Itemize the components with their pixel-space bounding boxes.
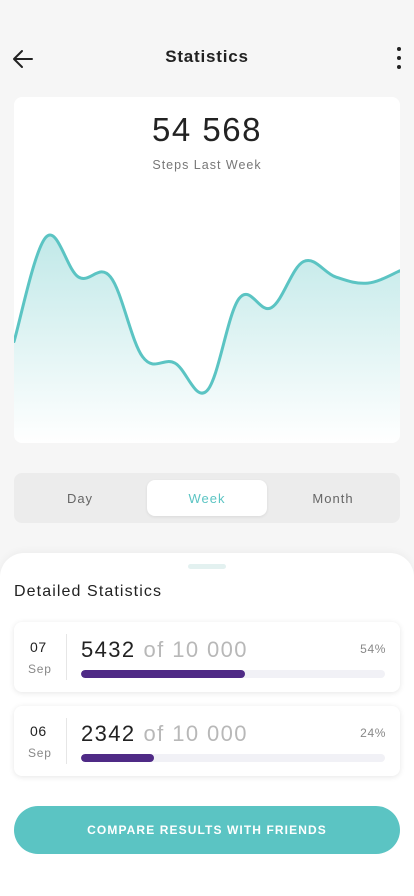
sheet-drag-handle[interactable]	[188, 564, 226, 569]
steps-value: 5432	[81, 637, 136, 662]
back-button[interactable]	[10, 46, 36, 72]
steps-chart-card: 54 568 Steps Last Week	[14, 97, 400, 443]
steps-goal: of 10 000	[143, 637, 248, 662]
progress-percent: 24%	[360, 726, 386, 740]
chart-point-8	[269, 306, 273, 310]
page-title: Statistics	[165, 47, 249, 66]
progress-bar	[81, 670, 385, 678]
progress-percent: 54%	[360, 642, 386, 656]
chart-point-2	[76, 275, 80, 279]
divider	[66, 718, 67, 764]
stat-card[interactable]: 06 Sep 2342 of 10 000 24%	[14, 706, 400, 776]
steps-count: 5432 of 10 000	[81, 637, 248, 663]
chart-point-11	[366, 281, 370, 285]
chart-point-10	[334, 275, 338, 279]
chart-point-9	[302, 260, 306, 264]
date-month: Sep	[28, 662, 52, 676]
steps-goal: of 10 000	[143, 721, 248, 746]
progress-fill	[81, 754, 154, 762]
more-button[interactable]	[392, 45, 406, 71]
period-selector: Day Week Month	[14, 473, 400, 523]
divider	[66, 634, 67, 680]
compare-results-button[interactable]: COMPARE RESULTS WITH FRIENDS	[14, 806, 400, 854]
chart-point-1	[44, 235, 48, 239]
date-month: Sep	[28, 746, 52, 760]
arrow-left-icon	[13, 50, 33, 68]
tab-week[interactable]: Week	[147, 480, 267, 516]
header: Statistics	[0, 0, 414, 115]
total-steps-label: Steps Last Week	[152, 158, 262, 172]
section-title: Detailed Statistics	[14, 583, 163, 600]
date-day: 07	[30, 639, 47, 655]
chart-point-7	[237, 296, 241, 300]
progress-bar	[81, 754, 385, 762]
stat-card[interactable]: 07 Sep 5432 of 10 000 54%	[14, 622, 400, 692]
chart-point-6	[205, 389, 209, 393]
more-vertical-icon	[397, 47, 401, 51]
chart-point-5	[173, 361, 177, 365]
total-steps-value: 54 568	[152, 111, 262, 148]
chart-area	[14, 235, 400, 443]
chart-point-3	[109, 275, 113, 279]
chart-point-4	[141, 355, 145, 359]
steps-chart	[14, 233, 400, 443]
details-sheet: Detailed Statistics 07 Sep 5432 of 10 000…	[0, 553, 414, 896]
chart-line	[14, 233, 400, 395]
progress-fill	[81, 670, 246, 678]
steps-count: 2342 of 10 000	[81, 721, 248, 747]
date-day: 06	[30, 723, 47, 739]
tab-day[interactable]: Day	[66, 490, 94, 506]
tab-month[interactable]: Month	[312, 490, 354, 506]
steps-value: 2342	[81, 721, 136, 746]
